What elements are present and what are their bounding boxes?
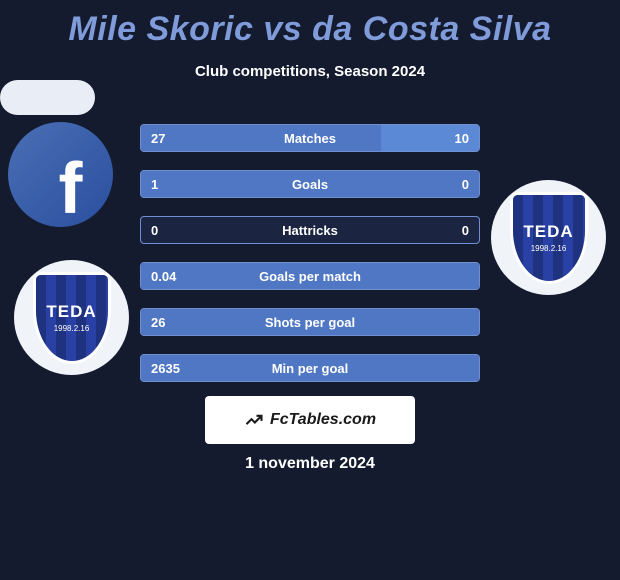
stat-label: Goals [221,177,399,192]
stat-row: 26Shots per goal [140,308,480,336]
stat-row: 2635Min per goal [140,354,480,382]
stat-label: Matches [221,131,399,146]
shield-subtext: 1998.2.16 [54,324,90,333]
stats-bars: 27Matches101Goals00Hattricks00.04Goals p… [140,124,480,400]
stat-label: Goals per match [221,269,399,284]
club-logo-right: TEDA 1998.2.16 [491,180,606,295]
chart-icon [244,410,264,430]
page-title: Mile Skoric vs da Costa Silva [0,0,620,49]
player-left-avatar: f [8,122,113,227]
stat-label: Shots per goal [221,315,399,330]
stat-value-right: 0 [399,223,479,238]
club-logo-left: TEDA 1998.2.16 [14,260,129,375]
shield-text: TEDA [523,222,573,242]
footer-date: 1 november 2024 [0,455,620,473]
stat-row: 0.04Goals per match [140,262,480,290]
stat-value-left: 27 [141,131,221,146]
stat-label: Hattricks [221,223,399,238]
stat-value-left: 1 [141,177,221,192]
shield-text: TEDA [46,302,96,322]
stat-row: 27Matches10 [140,124,480,152]
page-subtitle: Club competitions, Season 2024 [0,63,620,80]
stat-value-right: 0 [399,177,479,192]
stat-label: Min per goal [221,361,399,376]
stat-value-left: 0.04 [141,269,221,284]
stat-row: 1Goals0 [140,170,480,198]
stat-value-left: 0 [141,223,221,238]
brand-badge[interactable]: FcTables.com [205,396,415,444]
stat-value-right: 10 [399,131,479,146]
stat-value-left: 2635 [141,361,221,376]
shield-icon: TEDA 1998.2.16 [510,192,588,284]
facebook-icon: f [59,148,83,228]
stat-row: 0Hattricks0 [140,216,480,244]
shield-icon: TEDA 1998.2.16 [33,272,111,364]
player-right-avatar [0,80,95,115]
stat-value-left: 26 [141,315,221,330]
brand-text: FcTables.com [270,411,376,429]
shield-subtext: 1998.2.16 [531,244,567,253]
comparison-page: Mile Skoric vs da Costa Silva Club compe… [0,0,620,580]
